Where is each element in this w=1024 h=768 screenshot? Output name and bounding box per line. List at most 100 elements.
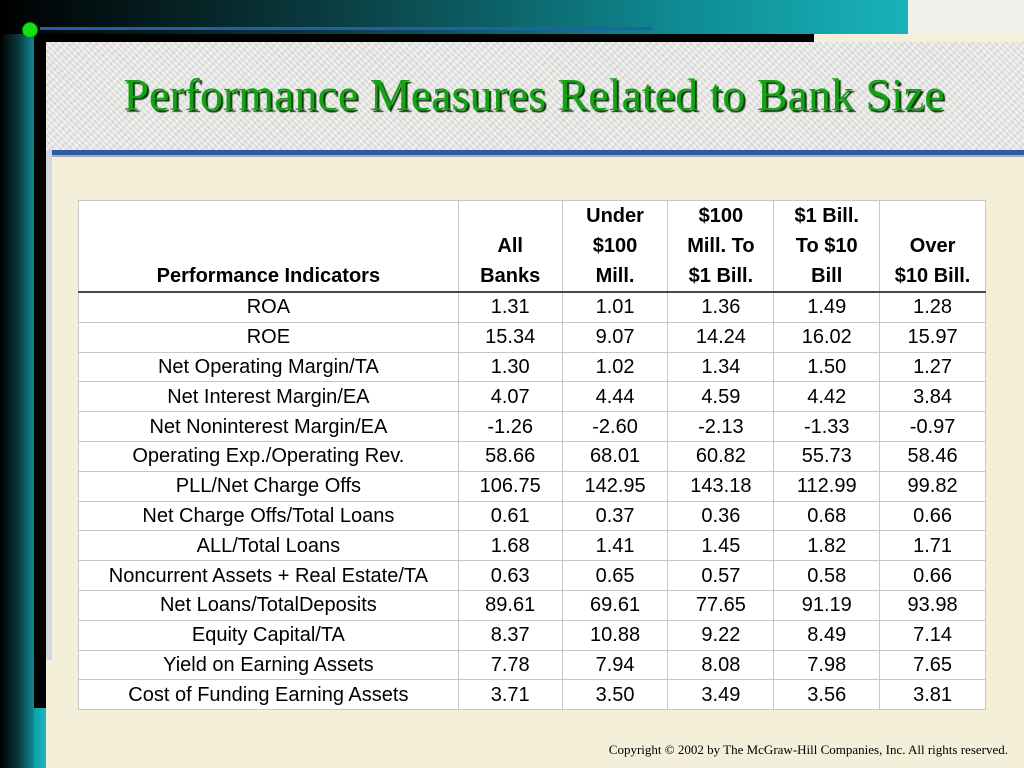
- performance-table: Performance Indicators All Banks Under $100 M…: [78, 200, 986, 711]
- table-cell: 1.68: [457, 530, 563, 562]
- table-cell: 3.81: [879, 679, 986, 711]
- table-cell: 106.75: [457, 470, 563, 502]
- table-cell: 89.61: [457, 589, 563, 621]
- table-row: Net Charge Offs/Total Loans 0.61 0.37 0.36 0…: [78, 500, 986, 532]
- table-cell: 14.24: [667, 321, 775, 353]
- table-cell: 60.82: [667, 440, 775, 472]
- table-cell: 1.28: [879, 291, 986, 323]
- table-row: Equity Capital/TA 8.37 10.88 9.22 8.49 7.14: [78, 619, 986, 651]
- row-label: Noncurrent Assets + Real Estate/TA: [78, 560, 459, 591]
- title-panel: [46, 42, 1024, 150]
- table-cell: 7.78: [457, 649, 563, 681]
- table-row: ROA 1.31 1.01 1.36 1.49 1.28: [78, 291, 986, 323]
- table-cell: 4.44: [561, 381, 669, 413]
- slide-title: Performance Measures Related to Bank Siz…: [123, 69, 945, 120]
- top-band-right-panel: [908, 0, 1024, 34]
- table-cell: 4.07: [457, 381, 563, 413]
- left-shadow-bar: [34, 34, 46, 708]
- table-cell: 91.19: [773, 589, 881, 621]
- table-cell: 1.82: [773, 530, 881, 562]
- table-cell: 7.94: [561, 649, 669, 681]
- top-shadow-bar: [46, 34, 814, 42]
- table-cell: 99.82: [879, 470, 986, 502]
- column-header: $100 Mill. To $1 Bill.: [667, 200, 775, 293]
- column-header: $1 Bill. To $10 Bill: [773, 200, 881, 293]
- table-cell: 68.01: [561, 440, 669, 472]
- row-label: ROA: [78, 291, 459, 323]
- green-bullet-dot: [22, 22, 38, 38]
- table-cell: 3.84: [879, 381, 986, 413]
- row-label: Cost of Funding Earning Assets: [78, 679, 459, 711]
- table-row: Cost of Funding Earning Assets 3.71 3.50 3.…: [78, 679, 986, 711]
- row-label: Operating Exp./Operating Rev.: [78, 440, 459, 472]
- table-cell: 15.97: [879, 321, 986, 353]
- top-blue-line: [40, 27, 652, 30]
- table-header-row: Performance Indicators All Banks Under $100 M…: [78, 200, 986, 293]
- table-cell: 7.14: [879, 619, 986, 651]
- table-cell: 1.50: [773, 351, 881, 383]
- table-cell: 142.95: [561, 470, 669, 502]
- table-row: Net Interest Margin/EA 4.07 4.44 4.59 4.42 3.…: [78, 381, 986, 413]
- row-label: Yield on Earning Assets: [78, 649, 459, 681]
- header-performance-indicators: Performance Indicators: [78, 200, 459, 293]
- table-row: PLL/Net Charge Offs 106.75 142.95 143.18 112…: [78, 470, 986, 502]
- table-cell: 58.66: [457, 440, 563, 472]
- table-row: Yield on Earning Assets 7.78 7.94 8.08 7.98 7…: [78, 649, 986, 681]
- table-cell: 16.02: [773, 321, 881, 353]
- table-cell: 55.73: [773, 440, 881, 472]
- table-cell: 3.50: [561, 679, 669, 711]
- title-underline: [46, 150, 1024, 155]
- table-cell: 1.01: [561, 291, 669, 323]
- table-cell: 0.68: [773, 500, 881, 532]
- row-label: ALL/Total Loans: [78, 530, 459, 562]
- row-label: PLL/Net Charge Offs: [78, 470, 459, 502]
- table-row: Net Loans/TotalDeposits 89.61 69.61 77.65 91…: [78, 589, 986, 621]
- title-underline-shadow: [46, 155, 1024, 157]
- row-label: Net Interest Margin/EA: [78, 381, 459, 413]
- table-cell: -0.97: [879, 411, 986, 442]
- table-cell: 1.34: [667, 351, 775, 383]
- table-cell: 0.58: [773, 560, 881, 591]
- table-cell: 0.66: [879, 560, 986, 591]
- row-label: Equity Capital/TA: [78, 619, 459, 651]
- table-row: ROE 15.34 9.07 14.24 16.02 15.97: [78, 321, 986, 353]
- table-row: Operating Exp./Operating Rev. 58.66 68.01 6…: [78, 440, 986, 472]
- table-cell: 1.45: [667, 530, 775, 562]
- table-header: Performance Indicators All Banks Under $100 M…: [78, 200, 986, 293]
- table-cell: 4.42: [773, 381, 881, 413]
- table-cell: 3.56: [773, 679, 881, 711]
- row-label: ROE: [78, 321, 459, 353]
- table-cell: 3.49: [667, 679, 775, 711]
- table-cell: -1.33: [773, 411, 881, 442]
- table-cell: 58.46: [879, 440, 986, 472]
- table-cell: 15.34: [457, 321, 563, 353]
- table-cell: 8.37: [457, 619, 563, 651]
- table-row: Net Noninterest Margin/EA -1.26 -2.60 -2.13…: [78, 411, 986, 442]
- table-row: Net Operating Margin/TA 1.30 1.02 1.34 1.50 1…: [78, 351, 986, 383]
- column-header: Over $10 Bill.: [879, 200, 986, 293]
- table-cell: 1.36: [667, 291, 775, 323]
- table-cell: 3.71: [457, 679, 563, 711]
- table-cell: 9.22: [667, 619, 775, 651]
- table-cell: 1.31: [457, 291, 563, 323]
- table-cell: 0.61: [457, 500, 563, 532]
- table-cell: 77.65: [667, 589, 775, 621]
- table-row: ALL/Total Loans 1.68 1.41 1.45 1.82 1.71: [78, 530, 986, 562]
- row-label: Net Loans/TotalDeposits: [78, 589, 459, 621]
- table-cell: -2.60: [561, 411, 669, 442]
- table-cell: 112.99: [773, 470, 881, 502]
- table-cell: 0.36: [667, 500, 775, 532]
- table-cell: 0.37: [561, 500, 669, 532]
- table-cell: 1.41: [561, 530, 669, 562]
- left-panel-edge: [46, 150, 52, 660]
- table-cell: 1.02: [561, 351, 669, 383]
- table-cell: 8.08: [667, 649, 775, 681]
- table-cell: 0.63: [457, 560, 563, 591]
- table-cell: 1.30: [457, 351, 563, 383]
- table-cell: 0.65: [561, 560, 669, 591]
- table-body: ROA 1.31 1.01 1.36 1.49 1.28 ROE 15.34 9.07 14.24…: [78, 291, 986, 711]
- copyright-notice: Copyright © 2002 by The McGraw-Hill Comp…: [608, 742, 1008, 757]
- row-label: Net Noninterest Margin/EA: [78, 411, 459, 442]
- column-header: Under $100 Mill.: [561, 200, 669, 293]
- table-cell: 93.98: [879, 589, 986, 621]
